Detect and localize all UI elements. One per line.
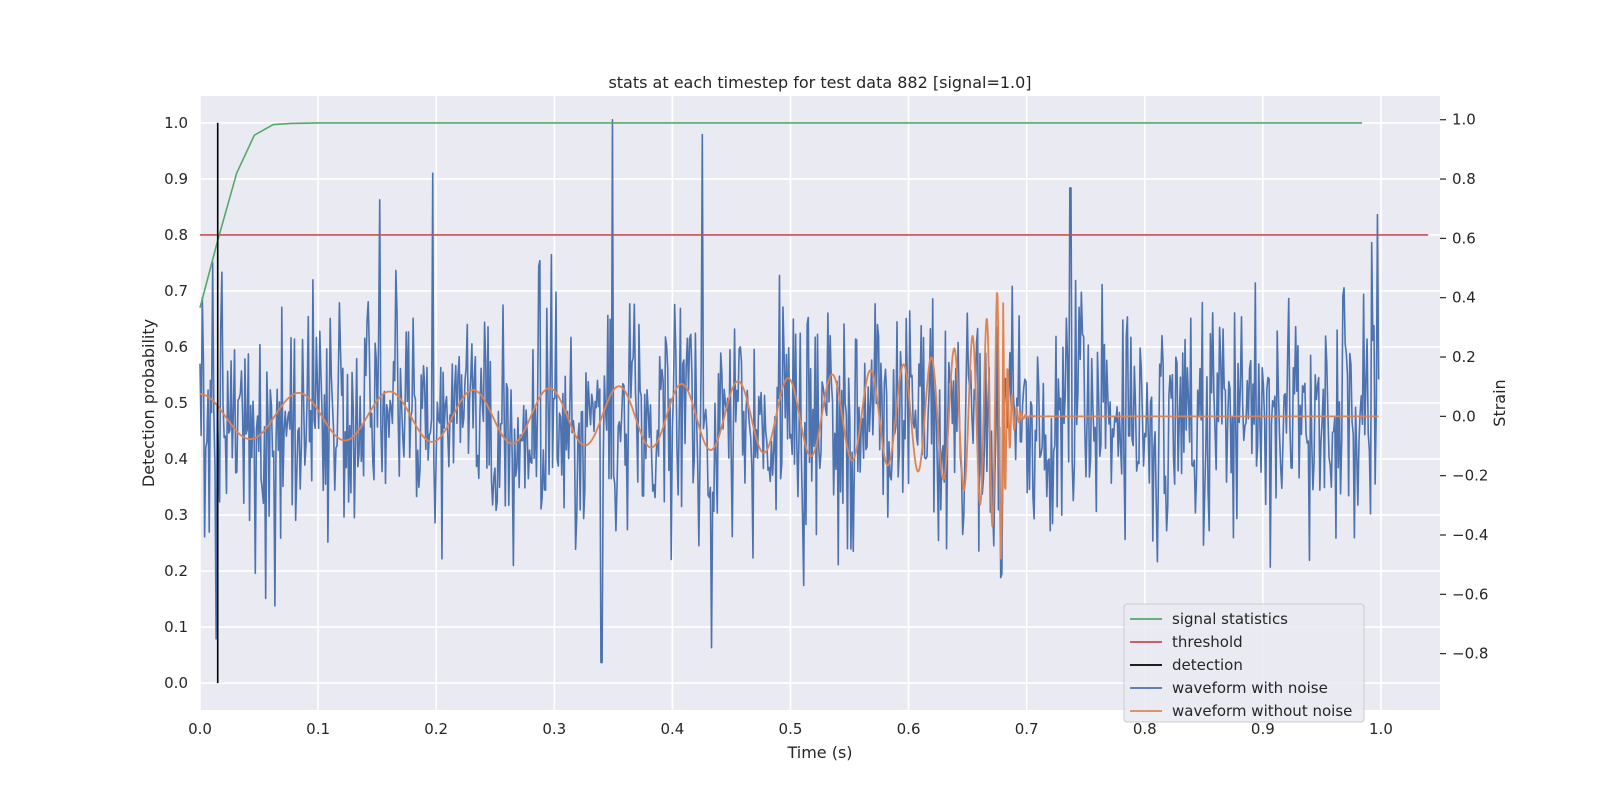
y2-tick-label: 0.2 <box>1452 348 1476 366</box>
y-tick-label: 1.0 <box>164 114 188 132</box>
y-tick-label: 0.0 <box>164 674 188 692</box>
ticks: 0.0 0.1 0.2 0.3 0.4 0.5 0.6 0.7 0.8 0.9 1.0 0.0 0.1 0… <box>164 111 1488 738</box>
y-tick-label: 0.1 <box>164 618 188 636</box>
y2-tick-label: 1.0 <box>1452 111 1476 129</box>
y-tick-label: 0.3 <box>164 506 188 524</box>
legend-label: waveform with noise <box>1172 679 1328 697</box>
x-tick-label: 0.5 <box>779 720 803 738</box>
y-tick-label: 0.7 <box>164 282 188 300</box>
y2-tick-label: 0.0 <box>1452 407 1476 425</box>
y-axis-label: Detection probability <box>139 319 158 487</box>
x-tick-label: 0.8 <box>1133 720 1157 738</box>
y-tick-label: 0.6 <box>164 338 188 356</box>
legend-label: waveform without noise <box>1172 702 1352 720</box>
x-tick-label: 0.2 <box>424 720 448 738</box>
series-layer <box>199 118 1429 684</box>
y2-tick-label: 0.6 <box>1452 229 1476 247</box>
x-tick-label: 0.3 <box>542 720 566 738</box>
y-tick-label: 0.2 <box>164 562 188 580</box>
legend-label: detection <box>1172 656 1243 674</box>
x-tick-label: 0.7 <box>1015 720 1039 738</box>
y-tick-label: 0.8 <box>164 226 188 244</box>
y2-axis-label: Strain <box>1490 379 1509 426</box>
x-tick-label: 0.4 <box>660 720 684 738</box>
series-signal-statistics <box>199 122 1363 308</box>
y-tick-label: 0.5 <box>164 394 188 412</box>
series-waveform-with-noise <box>199 118 1380 664</box>
y2-tick-label: 0.4 <box>1452 289 1476 307</box>
y2-tick-label: −0.8 <box>1452 645 1488 663</box>
series-waveform-without-noise <box>199 292 1379 560</box>
x-tick-label: 0.9 <box>1251 720 1275 738</box>
chart-title: stats at each timestep for test data 882… <box>608 73 1031 92</box>
x-tick-label: 1.0 <box>1369 720 1393 738</box>
y2-tick-label: −0.2 <box>1452 467 1488 485</box>
y2-tick-label: −0.6 <box>1452 585 1488 603</box>
y2-tick-label: 0.8 <box>1452 170 1476 188</box>
x-axis-label: Time (s) <box>786 743 852 762</box>
legend-box <box>1123 603 1365 723</box>
legend-label: signal statistics <box>1172 610 1288 628</box>
x-tick-label: 0.0 <box>188 720 212 738</box>
x-tick-label: 0.1 <box>306 720 330 738</box>
y-tick-label: 0.4 <box>164 450 188 468</box>
y-tick-label: 0.9 <box>164 170 188 188</box>
legend-label: threshold <box>1172 633 1243 651</box>
y2-tick-label: −0.4 <box>1452 526 1488 544</box>
legend: signal statistics threshold detection wavef… <box>1123 603 1365 723</box>
x-tick-label: 0.6 <box>897 720 921 738</box>
